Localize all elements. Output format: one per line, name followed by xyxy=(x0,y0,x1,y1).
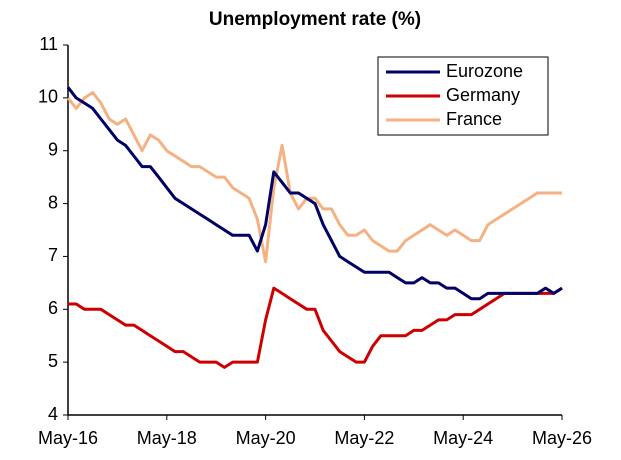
y-tick-label: 6 xyxy=(48,298,58,318)
series-line xyxy=(66,86,563,301)
x-tick-label: May-20 xyxy=(236,428,296,448)
y-tick-label: 9 xyxy=(48,139,58,159)
y-tick-label: 5 xyxy=(48,351,58,371)
y-tick-label: 11 xyxy=(39,34,58,54)
legend-label: France xyxy=(446,109,502,129)
series-line xyxy=(66,91,562,264)
x-tick-label: May-16 xyxy=(38,428,98,448)
legend-label: Germany xyxy=(446,85,520,105)
y-tick-label: 10 xyxy=(38,87,58,107)
x-tick-label: May-26 xyxy=(532,428,592,448)
series-line xyxy=(68,286,563,369)
y-tick-label: 4 xyxy=(48,404,58,424)
x-tick-label: May-18 xyxy=(137,428,197,448)
x-tick-label: May-24 xyxy=(433,428,493,448)
y-tick-label: 8 xyxy=(48,192,58,212)
legend-box xyxy=(377,56,549,136)
y-tick-label: 7 xyxy=(48,245,58,265)
legend-label: Eurozone xyxy=(446,61,523,81)
x-tick-label: May-22 xyxy=(334,428,394,448)
chart-title: Unemployment rate (%) xyxy=(209,9,421,30)
